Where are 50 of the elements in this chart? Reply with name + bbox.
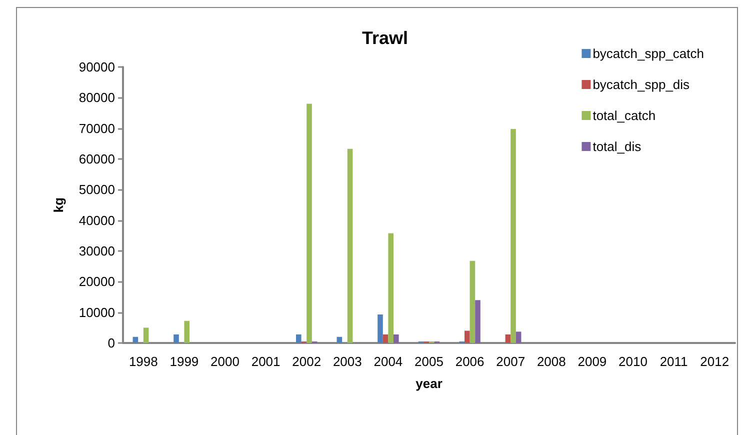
x-tick-label: 2010 (618, 354, 648, 369)
legend-label: bycatch_spp_dis (592, 77, 690, 92)
bar (174, 334, 179, 343)
bar (394, 334, 399, 343)
legend-label: total_dis (592, 139, 642, 154)
legend-label: total_catch (592, 108, 656, 123)
bar (143, 328, 149, 343)
bar (505, 334, 511, 343)
y-tick-label: 40000 (78, 212, 115, 228)
bar (516, 332, 522, 343)
bar (347, 148, 353, 343)
bar (388, 233, 394, 343)
bar (184, 320, 190, 343)
x-tick-label: 2004 (374, 354, 403, 369)
x-tick-label: 2003 (332, 354, 362, 369)
y-tick-label: 10000 (78, 304, 115, 320)
y-tick-label: 0 (108, 336, 115, 350)
bar (306, 104, 312, 343)
bar (475, 300, 480, 343)
x-tick-label: 2011 (660, 354, 688, 369)
y-tick-label: 80000 (78, 90, 115, 106)
y-axis-title: kg (51, 197, 66, 213)
x-tick-label: 2008 (536, 354, 566, 369)
bar (382, 334, 388, 343)
bar (296, 334, 302, 343)
y-tick-label: 50000 (78, 182, 115, 198)
x-tick-label: 2006 (455, 354, 484, 369)
x-tick-label: 2005 (414, 354, 444, 369)
bar (132, 336, 138, 343)
x-tick-label: 2007 (496, 354, 526, 369)
y-tick-label: 20000 (78, 274, 115, 290)
bar (470, 260, 476, 343)
y-tick-label: 70000 (78, 120, 115, 136)
y-tick-label: 60000 (78, 152, 115, 166)
x-tick-label: 2001 (251, 354, 280, 369)
x-tick-label: 2009 (578, 354, 607, 369)
x-tick-label: 2000 (210, 354, 240, 369)
bar (464, 330, 470, 343)
y-tick-label: 30000 (78, 244, 115, 258)
x-tick-label: 2012 (700, 354, 730, 369)
chart-title: Trawl (362, 28, 408, 48)
bar (378, 314, 383, 343)
x-axis-title: year (416, 376, 442, 391)
x-tick-label: 1998 (128, 354, 158, 369)
legend-label: bycatch_spp_catch (592, 46, 704, 61)
y-tick-label: 90000 (78, 60, 115, 74)
bar (336, 336, 342, 343)
x-tick-label: 2002 (292, 354, 322, 369)
bar (510, 128, 516, 343)
x-tick-label: 1999 (170, 354, 199, 369)
